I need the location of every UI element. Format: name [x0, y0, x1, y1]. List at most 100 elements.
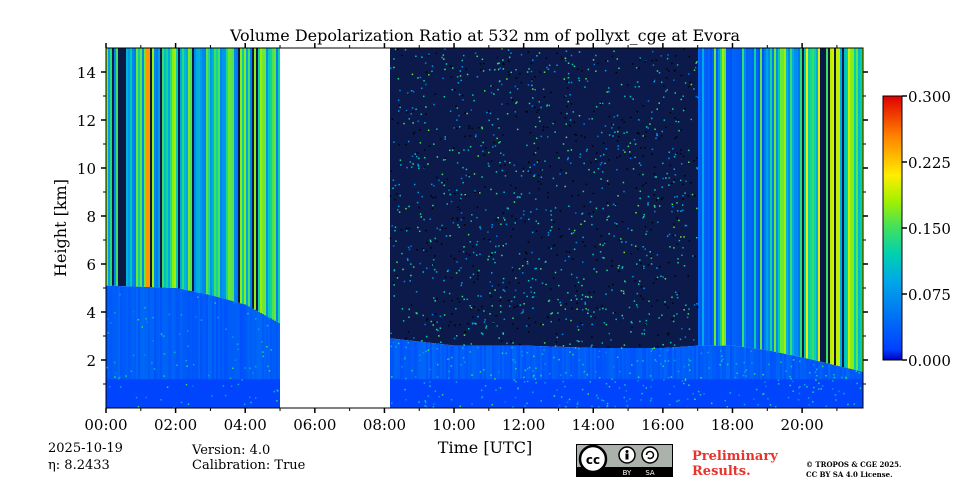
- noise-speckle: [550, 312, 552, 315]
- aerosol-speckle: [820, 388, 822, 390]
- noise-speckle: [690, 118, 693, 121]
- noise-speckle: [481, 176, 483, 178]
- boundary-layer-column: [180, 288, 182, 408]
- aerosol-speckle: [637, 376, 640, 379]
- aerosol-speckle: [513, 379, 515, 381]
- noise-speckle: [548, 299, 551, 302]
- boundary-layer-column: [402, 339, 404, 408]
- noise-speckle: [395, 240, 397, 242]
- noise-speckle: [413, 337, 415, 339]
- noise-speckle: [425, 229, 427, 232]
- boundary-layer-column: [226, 299, 228, 408]
- noise-speckle: [436, 227, 439, 230]
- surface-layer-column: [598, 379, 600, 408]
- surface-layer-column: [788, 379, 790, 408]
- noise-speckle: [672, 108, 674, 110]
- aerosol-speckle: [405, 346, 407, 349]
- noise-speckle: [618, 127, 620, 129]
- noise-speckle: [676, 64, 679, 66]
- noise-speckle: [458, 208, 461, 211]
- noise-speckle: [397, 99, 400, 102]
- noise-speckle: [464, 135, 466, 138]
- aerosol-speckle: [745, 369, 748, 371]
- upper-column: [180, 48, 182, 289]
- noise-speckle: [676, 293, 678, 296]
- surface-layer-column: [724, 379, 726, 408]
- upper-column: [132, 48, 134, 287]
- noise-speckle: [664, 301, 666, 303]
- upper-column: [722, 48, 724, 346]
- noise-speckle: [501, 48, 503, 50]
- aerosol-speckle: [650, 350, 653, 353]
- noise-speckle: [477, 126, 480, 129]
- upper-column: [608, 48, 610, 348]
- boundary-layer-column: [482, 345, 484, 408]
- aerosol-speckle: [743, 403, 746, 406]
- upper-column: [170, 48, 172, 288]
- upper-column: [852, 48, 854, 370]
- noise-speckle: [528, 317, 530, 320]
- noise-speckle: [465, 174, 468, 177]
- aerosol-speckle: [595, 394, 598, 397]
- y-tick-label: 8: [86, 208, 96, 226]
- aerosol-speckle: [751, 362, 753, 364]
- aerosol-speckle: [232, 336, 234, 338]
- boundary-layer-column: [192, 291, 194, 408]
- upper-column: [218, 48, 220, 298]
- aerosol-speckle: [769, 404, 772, 406]
- aerosol-speckle: [249, 367, 251, 369]
- upper-column: [578, 48, 580, 348]
- noise-speckle: [406, 166, 408, 169]
- noise-speckle: [603, 322, 606, 324]
- aerosol-speckle: [833, 376, 836, 379]
- noise-speckle: [418, 230, 421, 232]
- noise-speckle: [493, 93, 495, 95]
- noise-speckle: [468, 125, 470, 127]
- boundary-layer-column: [216, 296, 218, 408]
- surface-layer-column: [718, 379, 720, 408]
- surface-layer-column: [118, 379, 120, 408]
- surface-layer-column: [200, 379, 202, 408]
- x-axis-label: Time [UTC]: [438, 438, 532, 457]
- noise-speckle: [393, 284, 395, 286]
- noise-speckle: [592, 253, 594, 256]
- noise-speckle: [512, 317, 514, 319]
- boundary-layer-column: [694, 345, 696, 408]
- upper-column: [572, 48, 574, 348]
- noise-speckle: [511, 215, 513, 217]
- noise-speckle: [389, 195, 392, 197]
- noise-speckle: [427, 163, 429, 165]
- surface-layer-column: [796, 379, 798, 408]
- aerosol-speckle: [517, 388, 519, 390]
- upper-column: [462, 48, 464, 346]
- noise-speckle: [441, 173, 444, 176]
- noise-speckle: [482, 70, 485, 72]
- upper-column: [524, 48, 526, 346]
- y-tick-label: 4: [86, 304, 96, 322]
- surface-layer-column: [552, 379, 554, 408]
- upper-column: [624, 48, 626, 348]
- upper-column: [266, 48, 268, 317]
- upper-column: [228, 48, 230, 301]
- noise-speckle: [631, 229, 633, 232]
- noise-speckle: [393, 295, 395, 297]
- aerosol-speckle: [185, 383, 188, 386]
- boundary-layer-column: [240, 303, 242, 408]
- noise-speckle: [647, 127, 649, 129]
- aerosol-speckle: [517, 387, 519, 389]
- boundary-layer-column: [430, 342, 432, 408]
- aerosol-speckle: [252, 372, 254, 374]
- surface-layer-column: [130, 379, 132, 408]
- surface-layer-column: [152, 379, 154, 408]
- noise-speckle: [636, 132, 639, 134]
- upper-column: [252, 48, 254, 309]
- noise-speckle: [514, 289, 517, 292]
- surface-layer-column: [216, 379, 218, 408]
- upper-column: [138, 48, 140, 287]
- aerosol-speckle: [436, 348, 439, 350]
- noise-speckle: [495, 315, 497, 317]
- boundary-layer-column: [756, 348, 758, 408]
- boundary-layer-column: [406, 340, 408, 408]
- noise-speckle: [537, 160, 540, 162]
- boundary-layer-column: [660, 348, 662, 408]
